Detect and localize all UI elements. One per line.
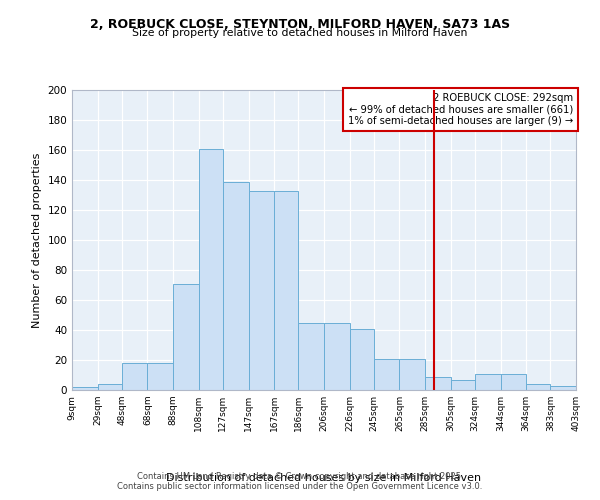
Bar [274, 190, 298, 390]
Bar [148, 363, 173, 390]
Y-axis label: Number of detached properties: Number of detached properties [32, 152, 42, 328]
Text: 2, ROEBUCK CLOSE, STEYNTON, MILFORD HAVEN, SA73 1AS: 2, ROEBUCK CLOSE, STEYNTON, MILFORD HAVE… [90, 18, 510, 30]
Text: Contains HM Land Registry data © Crown copyright and database right 2025.: Contains HM Land Registry data © Crown c… [137, 472, 463, 481]
Bar [576, 388, 600, 390]
Bar [298, 322, 324, 390]
Text: 2 ROEBUCK CLOSE: 292sqm
← 99% of detached houses are smaller (661)
1% of semi-de: 2 ROEBUCK CLOSE: 292sqm ← 99% of detache… [348, 93, 574, 126]
Bar [98, 384, 122, 390]
X-axis label: Distribution of detached houses by size in Milford Haven: Distribution of detached houses by size … [166, 473, 482, 483]
Bar [223, 182, 248, 390]
Bar [122, 363, 148, 390]
Bar [324, 322, 350, 390]
Text: Contains public sector information licensed under the Open Government Licence v3: Contains public sector information licen… [118, 482, 482, 491]
Bar [451, 380, 475, 390]
Bar [425, 376, 451, 390]
Bar [248, 190, 274, 390]
Bar [374, 358, 400, 390]
Bar [500, 374, 526, 390]
Bar [400, 358, 425, 390]
Bar [72, 387, 98, 390]
Text: Size of property relative to detached houses in Milford Haven: Size of property relative to detached ho… [133, 28, 467, 38]
Bar [199, 148, 223, 390]
Bar [475, 374, 500, 390]
Bar [526, 384, 550, 390]
Bar [550, 386, 576, 390]
Bar [173, 284, 199, 390]
Bar [350, 328, 374, 390]
